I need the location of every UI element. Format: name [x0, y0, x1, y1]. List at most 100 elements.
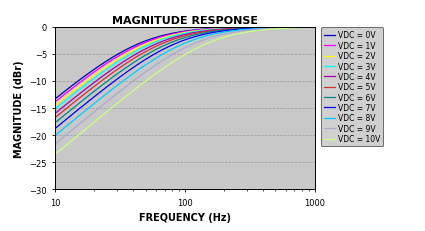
VDC = 7V	[207, 33, 212, 35]
VDC = 4V	[265, 27, 270, 30]
VDC = 10V	[312, 27, 317, 30]
VDC = 0V	[265, 27, 270, 29]
X-axis label: FREQUENCY (Hz): FREQUENCY (Hz)	[139, 212, 231, 222]
VDC = 7V	[193, 36, 198, 39]
VDC = 10V	[306, 27, 311, 30]
VDC = 8V	[265, 27, 270, 30]
Line: VDC = 7V: VDC = 7V	[55, 28, 314, 129]
VDC = 6V	[177, 39, 182, 41]
VDC = 10V	[193, 48, 198, 51]
VDC = 6V	[207, 31, 212, 34]
VDC = 7V	[312, 27, 317, 29]
Line: VDC = 1V: VDC = 1V	[55, 28, 314, 102]
VDC = 0V	[207, 28, 212, 31]
VDC = 8V	[177, 45, 182, 48]
VDC = 1V	[176, 32, 181, 35]
VDC = 9V	[193, 43, 198, 45]
VDC = 7V	[176, 42, 181, 45]
VDC = 9V	[176, 51, 181, 53]
VDC = 4V	[193, 32, 198, 35]
VDC = 3V	[176, 34, 181, 37]
VDC = 4V	[312, 26, 317, 29]
VDC = 10V	[53, 153, 58, 156]
VDC = 5V	[53, 117, 58, 119]
VDC = 10V	[177, 57, 182, 60]
VDC = 4V	[53, 112, 58, 115]
VDC = 8V	[176, 46, 181, 48]
VDC = 3V	[265, 27, 270, 30]
VDC = 2V	[312, 26, 317, 29]
VDC = 2V	[193, 30, 198, 33]
VDC = 3V	[177, 34, 182, 36]
VDC = 0V	[177, 31, 182, 34]
VDC = 2V	[176, 33, 181, 36]
VDC = 10V	[207, 42, 212, 45]
VDC = 3V	[53, 108, 58, 110]
VDC = 9V	[177, 50, 182, 52]
VDC = 7V	[306, 27, 311, 29]
VDC = 0V	[193, 29, 198, 32]
VDC = 5V	[306, 27, 311, 29]
VDC = 1V	[306, 26, 311, 29]
VDC = 1V	[265, 27, 270, 29]
Y-axis label: MAGNITUDE (dBr): MAGNITUDE (dBr)	[14, 60, 24, 157]
VDC = 8V	[207, 34, 212, 37]
VDC = 3V	[207, 29, 212, 32]
VDC = 9V	[306, 27, 311, 30]
VDC = 5V	[312, 26, 317, 29]
VDC = 1V	[53, 101, 58, 103]
VDC = 0V	[312, 26, 317, 29]
VDC = 1V	[193, 30, 198, 33]
VDC = 7V	[265, 27, 270, 30]
VDC = 4V	[177, 35, 182, 38]
Legend: VDC = 0V, VDC = 1V, VDC = 2V, VDC = 3V, VDC = 4V, VDC = 5V, VDC = 6V, VDC = 7V, : VDC = 0V, VDC = 1V, VDC = 2V, VDC = 3V, …	[321, 28, 383, 147]
VDC = 3V	[312, 26, 317, 29]
Line: VDC = 3V: VDC = 3V	[55, 28, 314, 109]
Line: VDC = 0V: VDC = 0V	[55, 28, 314, 99]
VDC = 5V	[265, 27, 270, 30]
VDC = 2V	[207, 29, 212, 32]
Line: VDC = 10V: VDC = 10V	[55, 28, 314, 155]
VDC = 1V	[312, 26, 317, 29]
Line: VDC = 9V: VDC = 9V	[55, 28, 314, 144]
VDC = 4V	[176, 36, 181, 38]
VDC = 5V	[207, 30, 212, 33]
VDC = 10V	[176, 58, 181, 61]
VDC = 7V	[53, 127, 58, 130]
VDC = 6V	[176, 39, 181, 42]
VDC = 6V	[265, 27, 270, 30]
VDC = 4V	[207, 30, 212, 33]
VDC = 9V	[265, 28, 270, 31]
VDC = 6V	[53, 122, 58, 125]
VDC = 4V	[306, 26, 311, 29]
VDC = 7V	[177, 41, 182, 44]
VDC = 9V	[207, 37, 212, 40]
VDC = 6V	[193, 34, 198, 37]
Line: VDC = 5V: VDC = 5V	[55, 28, 314, 118]
Line: VDC = 4V: VDC = 4V	[55, 28, 314, 114]
VDC = 2V	[177, 33, 182, 36]
VDC = 0V	[306, 26, 311, 29]
VDC = 2V	[265, 27, 270, 29]
Line: VDC = 2V: VDC = 2V	[55, 28, 314, 106]
VDC = 1V	[177, 32, 182, 35]
VDC = 8V	[193, 39, 198, 41]
VDC = 9V	[53, 143, 58, 146]
VDC = 2V	[53, 104, 58, 107]
VDC = 3V	[193, 31, 198, 34]
VDC = 5V	[193, 33, 198, 36]
VDC = 5V	[176, 37, 181, 40]
VDC = 8V	[53, 134, 58, 137]
VDC = 5V	[177, 36, 182, 39]
Title: MAGNITUDE RESPONSE: MAGNITUDE RESPONSE	[112, 16, 258, 26]
Line: VDC = 6V: VDC = 6V	[55, 28, 314, 123]
VDC = 3V	[306, 26, 311, 29]
VDC = 2V	[306, 26, 311, 29]
VDC = 8V	[312, 27, 317, 29]
VDC = 9V	[312, 27, 317, 29]
VDC = 10V	[265, 29, 270, 32]
VDC = 6V	[306, 27, 311, 29]
VDC = 0V	[53, 98, 58, 101]
VDC = 6V	[312, 27, 317, 29]
VDC = 0V	[176, 32, 181, 34]
